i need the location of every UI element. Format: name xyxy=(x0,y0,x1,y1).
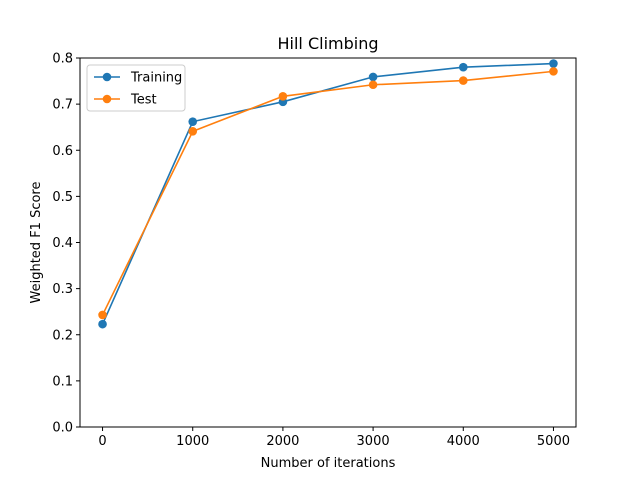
y-tick-label: 0.4 xyxy=(52,236,73,251)
test-series-line xyxy=(101,70,554,316)
test-data-point xyxy=(368,80,378,90)
plot-frame xyxy=(79,57,577,428)
series-layer xyxy=(98,59,558,329)
y-tick-label: 0.5 xyxy=(52,190,73,205)
test-data-point xyxy=(278,91,288,101)
training-series-line xyxy=(101,62,554,325)
y-tick-label: 0.2 xyxy=(52,328,73,343)
x-tick-label: 0 xyxy=(98,434,106,449)
y-tick-label: 0.6 xyxy=(52,144,73,159)
y-tick-label: 0.3 xyxy=(52,282,73,297)
legend: Training Test xyxy=(86,64,186,112)
test-data-point xyxy=(98,310,107,320)
y-axis-ticks: 0.0 0.1 0.2 0.3 0.4 0.5 0.6 0.7 0.8 xyxy=(52,52,80,436)
training-data-point xyxy=(98,319,107,329)
chart-title: Hill Climbing xyxy=(278,34,379,53)
x-tick-label: 1000 xyxy=(176,434,209,449)
x-tick-label: 4000 xyxy=(447,434,480,449)
x-tick-label: 5000 xyxy=(537,434,570,449)
x-axis-ticks: 0 1000 2000 3000 4000 5000 xyxy=(98,427,570,449)
test-legend-marker xyxy=(102,94,112,104)
y-tick-label: 0.1 xyxy=(52,374,73,389)
y-axis-label: Weighted F1 Score xyxy=(29,182,44,304)
test-data-point xyxy=(549,67,558,76)
y-tick-label: 0.0 xyxy=(52,421,73,436)
training-data-point xyxy=(549,59,558,68)
training-data-point xyxy=(188,117,198,126)
test-data-point xyxy=(188,127,198,136)
test-data-point xyxy=(458,76,468,85)
test-legend-label: Test xyxy=(130,93,157,108)
y-tick-label: 0.8 xyxy=(52,52,73,67)
x-axis-label: Number of iterations xyxy=(261,456,396,471)
x-tick-label: 3000 xyxy=(357,434,390,449)
y-tick-label: 0.7 xyxy=(52,98,73,113)
x-tick-label: 2000 xyxy=(266,434,299,449)
training-legend-marker xyxy=(102,72,112,82)
training-data-point xyxy=(458,62,468,72)
training-data-point xyxy=(368,72,378,82)
training-legend-label: Training xyxy=(130,71,182,86)
